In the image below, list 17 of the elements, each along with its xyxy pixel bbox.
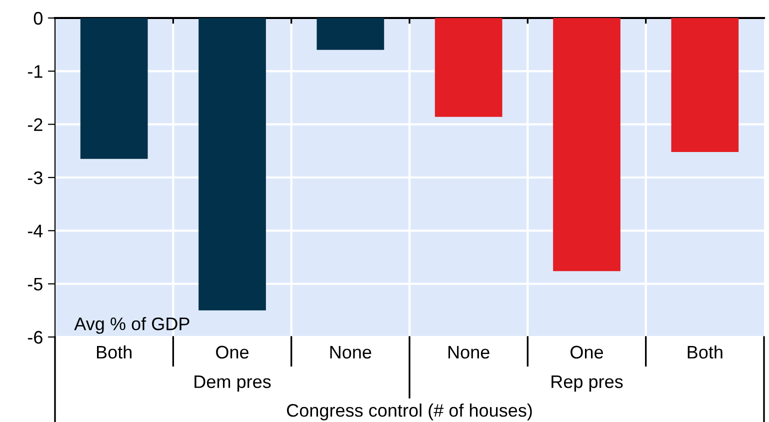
y-tick-label: -5 bbox=[28, 278, 42, 291]
y-tick-label: -6 bbox=[28, 330, 42, 344]
x-tick-label: None bbox=[330, 346, 372, 359]
x-tick-label: Both bbox=[688, 345, 722, 359]
x-tick-label: One bbox=[216, 346, 249, 359]
y-tick-label: 0 bbox=[34, 12, 42, 25]
text: Rep pres bbox=[552, 376, 623, 392]
y-tick-label: -3 bbox=[28, 171, 42, 184]
text: Dem pres bbox=[194, 376, 271, 392]
x-tick-label: One bbox=[570, 346, 604, 359]
y-tick-label: -1 bbox=[28, 65, 42, 78]
x-axis-title: Congress control (# of houses) bbox=[286, 404, 532, 420]
x-tick-label: Both bbox=[96, 345, 132, 359]
y-axis-title: Avg % of GDP bbox=[74, 317, 190, 334]
x-tick-label: None bbox=[448, 346, 490, 359]
y-tick-label: -4 bbox=[28, 224, 43, 238]
y-tick-label: -2 bbox=[28, 118, 42, 131]
